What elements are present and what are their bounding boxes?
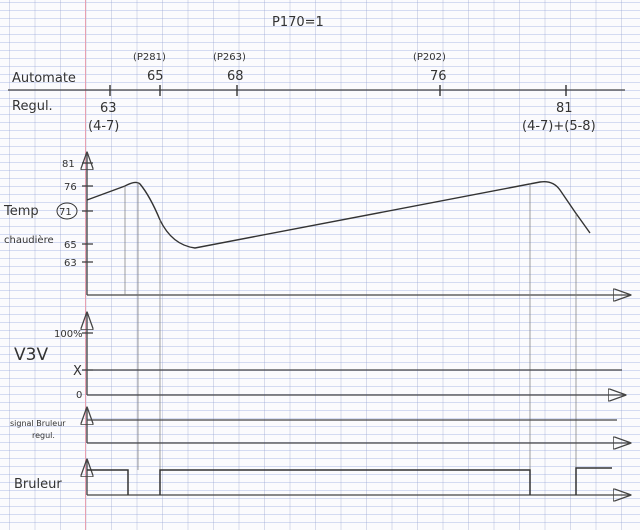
automate-label: Automate <box>12 71 76 86</box>
temperature-curve <box>86 180 591 249</box>
circled-value-text: 71 <box>59 207 72 218</box>
tick-note: (4-7) <box>88 119 119 134</box>
y-tick-label: 81 <box>62 159 75 170</box>
tick-param: (P281) <box>133 52 166 63</box>
chaudiere-label: chaudière <box>4 234 54 246</box>
tick-note: (4-7)+(5-8) <box>522 119 596 134</box>
burner-signal <box>87 467 612 495</box>
regul-label: Regul. <box>12 99 53 114</box>
temp-label: Temp <box>3 204 39 219</box>
y-tick-label: 65 <box>64 240 77 251</box>
y-tick-label: 63 <box>64 258 77 269</box>
tick-value: 81 <box>556 101 573 116</box>
signal-label: regul. <box>32 431 55 440</box>
y-tick-label: 100% <box>54 329 83 340</box>
signal-label: signal Bruleur <box>10 419 66 428</box>
circled-value <box>56 202 78 220</box>
tick-param: (P263) <box>213 52 246 63</box>
tick-param: (P202) <box>413 52 446 63</box>
burner-label: Bruleur <box>14 477 62 492</box>
guide-lines <box>124 182 577 470</box>
v3v-label: V3V <box>14 345 48 365</box>
tick-value: 68 <box>227 69 244 84</box>
y-tick-label: 0 <box>76 390 82 401</box>
tick-value: 63 <box>100 101 117 116</box>
tick-value: 76 <box>430 69 447 84</box>
y-tick-label: 76 <box>64 182 77 193</box>
parameter-label: P170=1 <box>272 15 324 30</box>
y-tick-label: X <box>73 364 82 379</box>
tick-value: 65 <box>147 69 164 84</box>
margin-line <box>85 0 86 530</box>
